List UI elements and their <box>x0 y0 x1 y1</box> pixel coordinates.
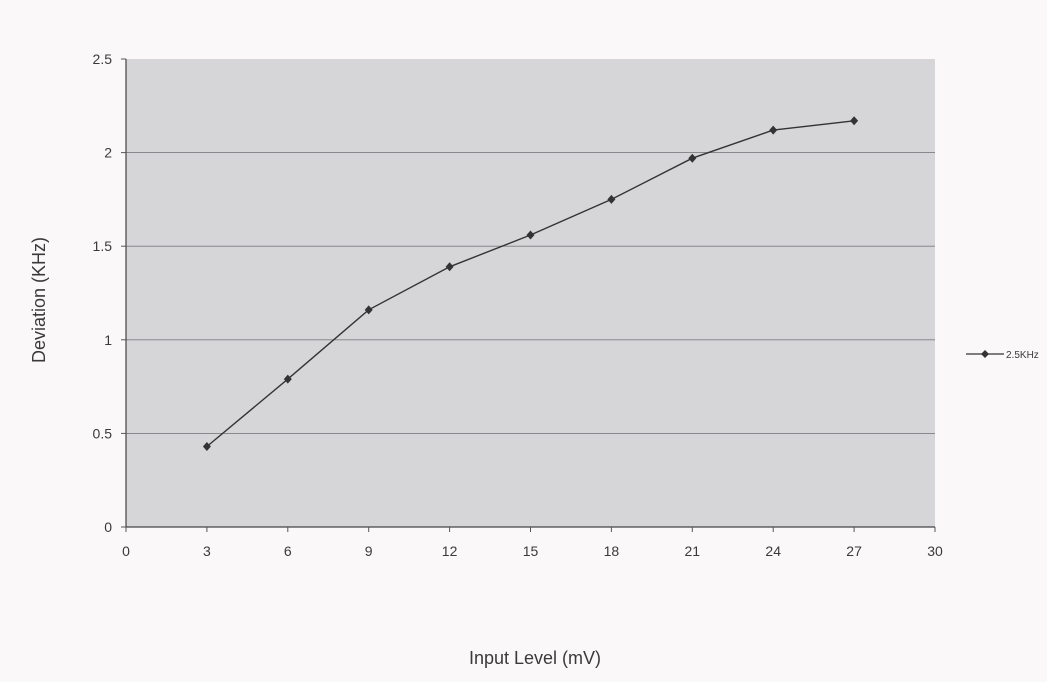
y-axis-ticks: 0 0.5 1 1.5 2 2.5 <box>93 51 126 535</box>
x-tick-label: 30 <box>927 543 943 559</box>
data-point <box>607 194 616 204</box>
data-point <box>769 125 778 135</box>
data-point <box>850 116 859 126</box>
legend: 2.5KHz <box>966 350 1039 361</box>
data-point <box>688 153 697 163</box>
y-tick-label: 2.5 <box>93 51 113 67</box>
y-tick-label: 2 <box>104 145 112 161</box>
data-point <box>445 262 454 272</box>
y-tick-label: 1.5 <box>93 238 113 254</box>
y-tick-label: 0.5 <box>93 425 113 441</box>
data-point <box>202 442 211 452</box>
y-tick-label: 1 <box>104 332 112 348</box>
x-tick-label: 3 <box>203 543 211 559</box>
x-tick-label: 12 <box>442 543 458 559</box>
x-tick-label: 18 <box>604 543 620 559</box>
x-tick-label: 15 <box>523 543 539 559</box>
legend-label: 2.5KHz <box>1006 350 1039 361</box>
gridlines <box>126 152 935 434</box>
y-tick-label: 0 <box>104 519 112 535</box>
x-tick-label: 0 <box>122 543 130 559</box>
plot-area <box>126 59 935 527</box>
data-point <box>526 230 535 240</box>
legend-marker <box>981 350 989 358</box>
x-tick-label: 27 <box>846 543 862 559</box>
x-tick-label: 6 <box>284 543 292 559</box>
x-tick-label: 9 <box>365 543 373 559</box>
x-axis-ticks: 0 3 6 9 12 15 18 21 24 27 30 <box>122 527 943 559</box>
data-point <box>283 374 292 384</box>
x-axis-label: Input Level (mV) <box>469 648 601 668</box>
y-axis-label: Deviation (KHz) <box>29 237 49 363</box>
x-tick-label: 21 <box>685 543 701 559</box>
x-tick-label: 24 <box>765 543 781 559</box>
data-point <box>364 305 373 315</box>
series-group <box>202 116 859 452</box>
